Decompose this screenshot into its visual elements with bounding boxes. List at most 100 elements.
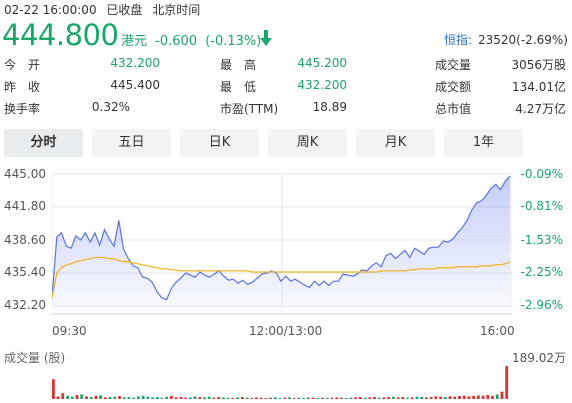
volume-bar	[113, 396, 117, 399]
x-tick-label: 09:30	[52, 324, 87, 338]
timezone-label: 北京时间	[152, 3, 201, 17]
volume-bar	[283, 397, 287, 399]
volume-bar	[325, 398, 329, 399]
volume-bar	[273, 397, 277, 400]
volume-bar	[226, 397, 230, 399]
market-state: 已收盘	[106, 3, 143, 17]
volume-bar	[80, 394, 84, 399]
volume-bar	[335, 397, 339, 400]
volume-bar-chart[interactable]	[52, 366, 512, 400]
change-percent: (-0.13%)	[205, 34, 262, 49]
volume-bar	[292, 398, 296, 399]
volume-bar	[198, 397, 202, 399]
pe-value: 18.89	[312, 100, 347, 114]
hsi-index[interactable]: 恒指: 23520(-2.69%)	[444, 31, 568, 48]
pct-tick-label: -0.81%	[520, 199, 563, 213]
tab-daily-k[interactable]: 日K	[180, 129, 259, 157]
change-value: -0.600	[155, 34, 198, 49]
volume-bar	[188, 397, 192, 400]
tab-one-year[interactable]: 1年	[444, 129, 523, 157]
tab-monthly-k[interactable]: 月K	[356, 129, 435, 157]
volume-value: 3056万股	[511, 58, 566, 72]
volume-bar	[108, 397, 112, 399]
volume-bar	[401, 397, 405, 399]
open-value: 432.200	[110, 56, 160, 70]
intraday-price-chart[interactable]	[52, 166, 512, 320]
volume-bar	[476, 395, 480, 399]
last-price: 444.800	[2, 18, 119, 52]
volume-bar	[448, 396, 452, 399]
volume-bar	[377, 397, 381, 399]
volume-bar	[231, 398, 235, 399]
volume-bar	[250, 398, 254, 399]
hsi-label[interactable]: 恒指:	[443, 33, 472, 47]
volume-bar	[373, 397, 376, 399]
volume-bar	[302, 398, 305, 399]
volume-bar	[472, 396, 475, 399]
volume-bar	[56, 396, 60, 399]
volume-bar	[141, 395, 145, 399]
pct-tick-label: -2.96%	[520, 298, 563, 312]
turnover-rate-value: 0.32%	[91, 100, 130, 114]
volume-bar	[349, 397, 353, 399]
volume-bar	[222, 397, 225, 400]
volume-bar	[340, 397, 343, 399]
arrow-down-icon	[260, 30, 272, 46]
volume-bar	[387, 397, 390, 399]
volume-bar	[165, 396, 169, 399]
volume-bar	[94, 396, 98, 399]
volume-bar	[137, 396, 140, 399]
status-line: 02-22 16:00:00 已收盘 北京时间	[4, 1, 206, 18]
volume-bar	[207, 396, 211, 399]
volume-bar	[127, 397, 131, 399]
quote-datetime: 02-22 16:00:00	[4, 3, 97, 17]
volume-bar	[467, 396, 471, 399]
volume-bar	[217, 397, 221, 399]
x-tick-label: 16:00	[480, 324, 515, 338]
volume-bar	[425, 397, 428, 400]
volume-bar	[151, 397, 154, 400]
volume-bar	[481, 395, 485, 399]
volume-bar	[396, 397, 400, 400]
market-cap-label: 总市值	[435, 102, 472, 116]
volume-bar	[122, 397, 126, 400]
y-tick-label: 445.00	[4, 167, 46, 181]
period-tabs: 分时 五日 日K 周K 月K 1年	[4, 129, 567, 157]
volume-bar	[255, 397, 258, 400]
tab-weekly-k[interactable]: 周K	[268, 129, 347, 157]
y-tick-label: 435.40	[4, 265, 46, 279]
volume-bar	[382, 397, 386, 400]
volume-bar	[269, 397, 272, 399]
volume-bar	[406, 397, 409, 399]
volume-bar	[170, 396, 173, 399]
pct-tick-label: -2.25%	[520, 265, 563, 279]
volume-bar	[89, 397, 93, 399]
tab-five-day[interactable]: 五日	[92, 129, 171, 157]
price-area	[52, 176, 510, 314]
market-cap-value: 4.27万亿	[515, 102, 566, 116]
volume-bar	[85, 396, 88, 399]
x-tick-label: 12:00/13:00	[249, 324, 323, 338]
volume-bar	[434, 396, 438, 399]
volume-bar	[52, 379, 55, 399]
volume-bar	[439, 396, 442, 399]
volume-bar	[330, 397, 334, 399]
volume-bar	[245, 397, 249, 399]
volume-bar	[453, 396, 457, 399]
volume-bar	[179, 397, 183, 399]
volume-bar	[132, 397, 136, 399]
volume-bar	[500, 391, 504, 399]
volume-bar	[368, 397, 372, 400]
volume-bar	[259, 397, 263, 399]
volume-bar	[462, 395, 466, 399]
tab-intraday[interactable]: 分时	[4, 129, 83, 157]
volume-max-label: 189.02万	[512, 351, 566, 365]
volume-bar	[278, 398, 282, 399]
volume-bar	[316, 398, 320, 399]
volume-bar	[160, 397, 164, 399]
high-value: 445.200	[297, 56, 347, 70]
prev-close-label: 昨 收	[4, 80, 41, 94]
volume-bar	[99, 395, 102, 399]
y-tick-label: 438.60	[4, 233, 46, 247]
pct-tick-label: -1.53%	[520, 233, 563, 247]
